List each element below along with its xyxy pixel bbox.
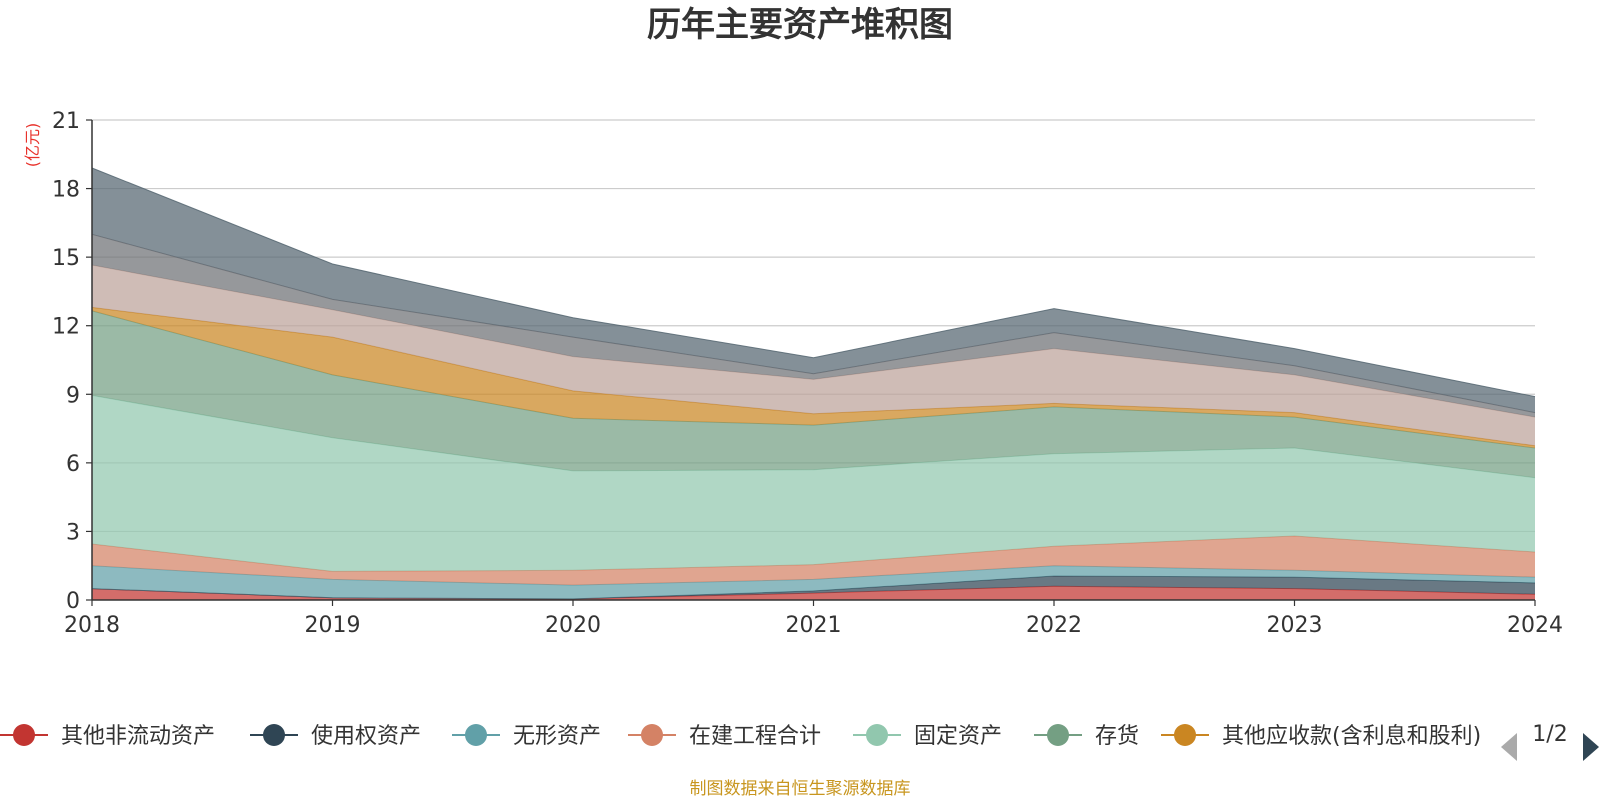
x-tick-label: 2023: [1267, 613, 1323, 638]
x-tick-label: 2021: [786, 613, 842, 638]
legend-item[interactable]: 其他应收款(含利息和股利): [1161, 724, 1481, 749]
legend-item[interactable]: 使用权资产: [250, 724, 421, 749]
legend-label: 其他应收款(含利息和股利): [1222, 724, 1481, 749]
y-tick-label: 21: [52, 109, 80, 134]
area-series-5[interactable]: [92, 395, 1535, 572]
x-tick-label: 2019: [305, 613, 361, 638]
legend-next-arrow-icon[interactable]: [1583, 733, 1599, 761]
area-series-7[interactable]: [92, 307, 1535, 448]
y-tick-label: 0: [66, 589, 80, 614]
legend-label: 无形资产: [513, 724, 601, 749]
legend-dot-icon: [641, 724, 663, 746]
y-tick-label: 12: [52, 315, 80, 340]
legend-item[interactable]: 固定资产: [853, 724, 1002, 749]
y-tick-label: 9: [66, 383, 80, 408]
legend-label: 固定资产: [914, 724, 1002, 749]
legend-item[interactable]: 在建工程合计: [628, 724, 821, 749]
legend-prev-arrow-icon[interactable]: [1501, 733, 1517, 761]
area-series-4[interactable]: [92, 536, 1535, 586]
legend: 其他非流动资产 使用权资产 无形资产 在建工程合计 固定资产 存货 其他应收款(含利息和股利…: [0, 724, 1481, 749]
legend-label: 存货: [1095, 724, 1139, 749]
legend-item[interactable]: 存货: [1034, 724, 1139, 749]
area-series-6[interactable]: [92, 310, 1535, 478]
legend-dot-icon: [263, 724, 285, 746]
x-tick-label: 2024: [1507, 613, 1563, 638]
legend-label: 其他非流动资产: [61, 724, 215, 749]
chart-title: 历年主要资产堆积图: [647, 5, 953, 45]
area-series-3[interactable]: [92, 565, 1535, 599]
x-tick-label: 2022: [1026, 613, 1082, 638]
legend-dot-icon: [1047, 724, 1069, 746]
area-series-2[interactable]: [92, 576, 1535, 599]
legend-page-indicator: 1/2: [1532, 722, 1567, 747]
legend-pager: 1/2: [1501, 722, 1599, 761]
legend-label: 使用权资产: [311, 724, 421, 749]
series-line-10: [91, 167, 1536, 398]
y-tick-label: 15: [52, 246, 80, 271]
y-axis-unit: (亿元): [23, 123, 42, 168]
y-tick-label: 3: [66, 520, 80, 545]
x-tick-label: 2020: [545, 613, 601, 638]
legend-dot-icon: [866, 724, 888, 746]
legend-item[interactable]: 无形资产: [452, 724, 601, 749]
legend-dot-icon: [465, 724, 487, 746]
x-axis-ticks: 2018 2019 2020 2021 2022 2023 2024: [64, 600, 1563, 638]
y-axis-ticks: 0 3 6 9 12 15 18 21: [52, 109, 92, 614]
area-series-group: [91, 167, 1536, 600]
y-tick-label: 18: [52, 178, 80, 203]
legend-dot-icon: [1174, 724, 1196, 746]
legend-item[interactable]: 其他非流动资产: [0, 724, 215, 749]
legend-label: 在建工程合计: [689, 724, 821, 749]
data-source-note: 制图数据来自恒生聚源数据库: [690, 779, 911, 799]
x-tick-label: 2018: [64, 613, 120, 638]
area-series-8[interactable]: [92, 265, 1535, 446]
area-series-10[interactable]: [92, 168, 1535, 413]
y-tick-label: 6: [66, 452, 80, 477]
legend-dot-icon: [13, 724, 35, 746]
